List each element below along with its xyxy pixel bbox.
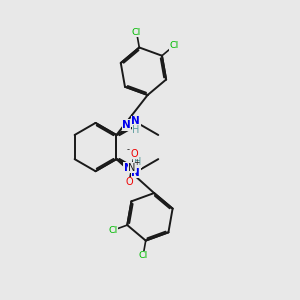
Text: N: N xyxy=(124,163,133,172)
Text: N: N xyxy=(131,116,140,126)
Text: O: O xyxy=(125,177,133,187)
Text: N: N xyxy=(128,163,135,173)
Text: -: - xyxy=(127,145,130,154)
Text: H: H xyxy=(132,125,140,135)
Text: N: N xyxy=(122,120,131,130)
Text: Cl: Cl xyxy=(138,251,148,260)
Text: N: N xyxy=(131,168,140,178)
Text: Cl: Cl xyxy=(132,28,141,37)
Text: Cl: Cl xyxy=(169,41,178,50)
Text: +: + xyxy=(134,158,140,167)
Text: Cl: Cl xyxy=(108,226,118,235)
Text: H: H xyxy=(134,157,141,167)
Text: O: O xyxy=(130,148,138,159)
